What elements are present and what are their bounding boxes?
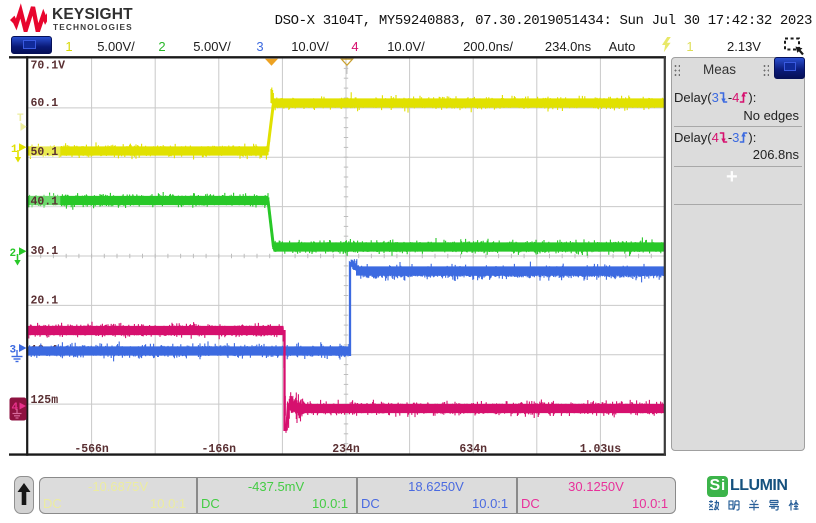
svg-text:70.1V: 70.1V	[31, 60, 66, 73]
svg-text:125m: 125m	[31, 394, 59, 407]
svg-text:1: 1	[11, 144, 18, 156]
svg-text:-166n: -166n	[202, 443, 237, 456]
svg-text:60.1: 60.1	[31, 97, 59, 110]
svg-text:30.1: 30.1	[31, 245, 59, 258]
svg-text:40.1: 40.1	[31, 196, 59, 209]
svg-text:20.1: 20.1	[31, 294, 59, 307]
svg-text:T: T	[17, 113, 24, 125]
svg-text:234n: 234n	[332, 443, 360, 456]
svg-text:634n: 634n	[459, 443, 487, 456]
svg-text:-566n: -566n	[74, 443, 109, 456]
svg-text:4: 4	[12, 402, 19, 414]
svg-text:50.1: 50.1	[31, 146, 59, 159]
svg-text:3: 3	[10, 345, 17, 357]
svg-text:2: 2	[10, 248, 17, 260]
svg-text:1.03us: 1.03us	[580, 443, 622, 456]
